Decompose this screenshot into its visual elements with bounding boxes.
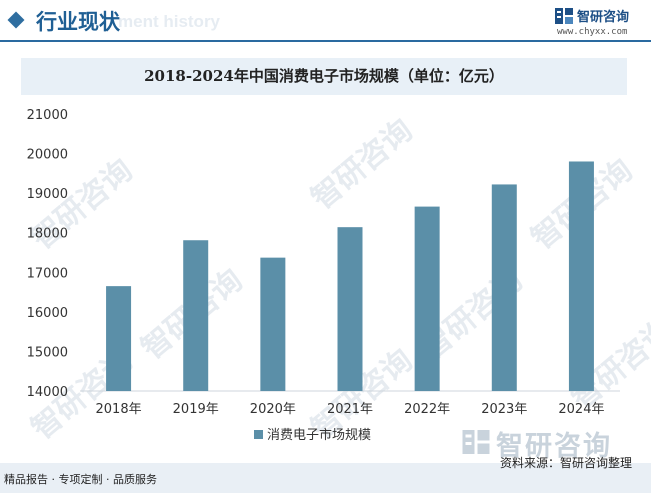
x-tick-label: 2023年 bbox=[481, 402, 527, 417]
bar-chart: 14000 15000 16000 17000 18000 19000 20000 21000… bbox=[27, 108, 620, 443]
footer: 精品报告 · 专项定制 · 品质服务 资料来源：智研咨询整理 bbox=[0, 456, 651, 493]
y-tick-label: 16000 bbox=[27, 306, 68, 321]
brand-logo-icon bbox=[555, 8, 573, 24]
y-tick-label: 17000 bbox=[27, 266, 68, 281]
bar bbox=[337, 227, 363, 391]
legend-label: 消费电子市场规模 bbox=[267, 427, 371, 443]
y-tick-label: 15000 bbox=[27, 345, 68, 360]
page-header: ment history 行业现状 智研咨询 www.chyxx.com bbox=[0, 0, 651, 48]
y-tick-label: 14000 bbox=[27, 385, 68, 400]
chart-title: 2018-2024年中国消费电子市场规模（单位：亿元） bbox=[144, 67, 504, 85]
footer-source: 资料来源：智研咨询整理 bbox=[500, 456, 633, 470]
header-watermark-text: ment history bbox=[118, 12, 221, 31]
y-tick-label: 18000 bbox=[27, 227, 68, 242]
bar bbox=[568, 161, 594, 391]
bar bbox=[260, 257, 286, 391]
y-tick-label: 19000 bbox=[27, 187, 68, 202]
x-tick-label: 2022年 bbox=[404, 402, 450, 417]
brand-name: 智研咨询 bbox=[577, 10, 630, 25]
footer-slogan: 精品报告 · 专项定制 · 品质服务 bbox=[4, 473, 157, 486]
bar bbox=[106, 286, 132, 391]
x-tick-label: 2019年 bbox=[173, 402, 219, 417]
x-tick-label: 2021年 bbox=[327, 402, 373, 417]
x-tick-label: 2020年 bbox=[250, 402, 296, 417]
y-tick-label: 20000 bbox=[27, 148, 68, 163]
chart-title-band: 2018-2024年中国消费电子市场规模（单位：亿元） bbox=[21, 58, 627, 95]
brand-url: www.chyxx.com bbox=[557, 27, 628, 37]
header-title: 行业现状 bbox=[36, 10, 120, 34]
legend-swatch bbox=[254, 430, 263, 439]
x-tick-label: 2024年 bbox=[558, 402, 604, 417]
y-tick-label: 21000 bbox=[27, 108, 68, 123]
bar bbox=[491, 184, 517, 391]
bar bbox=[183, 240, 209, 391]
x-tick-label: 2018年 bbox=[96, 402, 142, 417]
bar bbox=[414, 206, 440, 391]
footer-logo-name: 智研咨询 bbox=[496, 431, 612, 462]
footer-logo-icon bbox=[462, 430, 490, 454]
header-divider bbox=[0, 40, 651, 42]
